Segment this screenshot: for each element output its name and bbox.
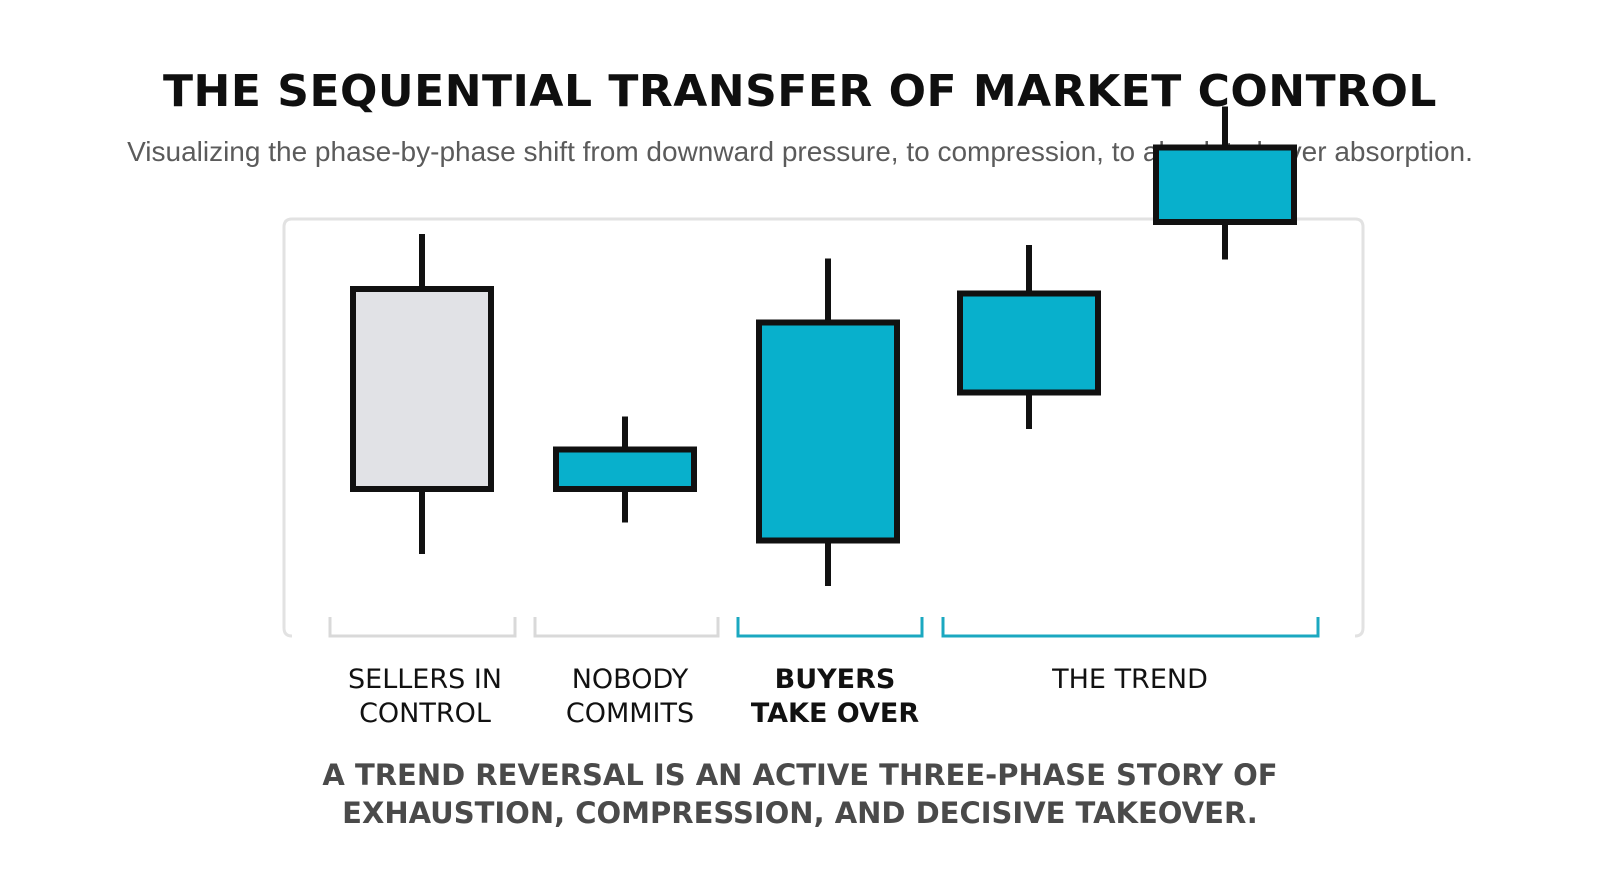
- candle-5-body: [1153, 144, 1297, 225]
- candle-1-body: [350, 286, 494, 492]
- takeaway-text: A TREND REVERSAL IS AN ACTIVE THREE-PHAS…: [200, 756, 1400, 832]
- candle-2-body: [553, 446, 697, 492]
- takeaway-line-1: A TREND REVERSAL IS AN ACTIVE THREE-PHAS…: [322, 758, 1278, 792]
- candles: [350, 106, 1297, 586]
- chart-frame: [282, 217, 1365, 638]
- bracket-sellers: [328, 617, 517, 638]
- takeaway-line-2: EXHAUSTION, COMPRESSION, AND DECISIVE TA…: [342, 796, 1258, 830]
- phase-brackets: [328, 617, 1320, 638]
- candle-4: [957, 245, 1101, 429]
- candle-3-body: [756, 319, 900, 544]
- phase-label-trend: THE TREND: [1052, 664, 1208, 695]
- candle-5: [1153, 106, 1297, 260]
- bracket-buyers: [736, 617, 924, 638]
- bracket-trend: [941, 617, 1320, 638]
- phase-label-sellers: SELLERS IN CONTROL: [348, 664, 502, 729]
- bracket-nobody: [533, 617, 720, 638]
- candle-4-body: [957, 290, 1101, 396]
- phase-label-nobody: NOBODY COMMITS: [565, 664, 695, 729]
- phase-label-buyers: BUYERS TAKE OVER: [750, 664, 920, 729]
- candle-2: [553, 416, 697, 523]
- candle-1: [350, 234, 494, 554]
- candle-3: [756, 258, 900, 586]
